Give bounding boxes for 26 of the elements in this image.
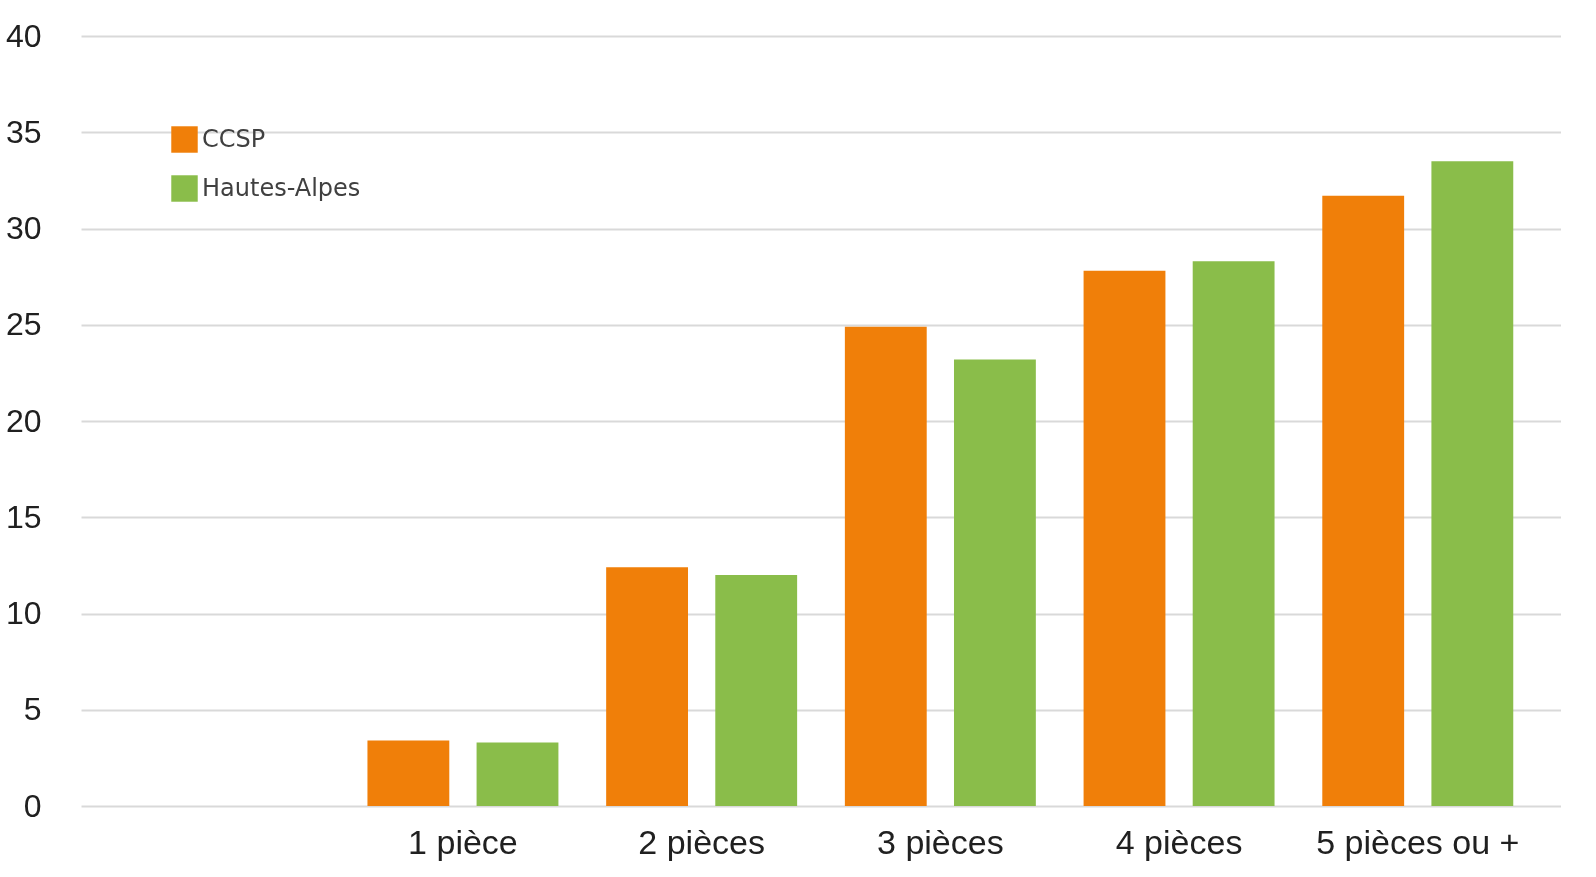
y-tick-label: 10	[5, 595, 42, 631]
x-tick-label: 2 pièces	[638, 822, 765, 861]
bar	[1431, 161, 1514, 806]
bar	[954, 359, 1036, 806]
bar	[367, 740, 450, 806]
y-tick-label: 20	[5, 402, 42, 439]
y-tick-label: 30	[5, 210, 42, 246]
y-tick-label: 25	[5, 306, 42, 343]
y-tick-label: 15	[5, 498, 42, 535]
y-tick-label: 5	[23, 691, 42, 728]
y-tick-label: 40	[5, 17, 42, 54]
bar	[1322, 195, 1405, 806]
x-tick-label: 1 pièce	[408, 822, 518, 861]
bar	[476, 742, 559, 806]
bar	[1083, 270, 1166, 806]
legend-label: Hautes-Alpes	[202, 173, 361, 202]
x-tick-label: 4 pièces	[1115, 822, 1243, 861]
y-tick-label: 0	[23, 787, 42, 824]
x-tick-label: 5 pièces ou +	[1316, 822, 1520, 861]
legend-label: CCSP	[202, 124, 266, 153]
x-tick-label: 3 pièces	[877, 822, 1004, 861]
y-tick-label: 35	[5, 113, 42, 150]
bar	[606, 567, 688, 806]
bar	[715, 575, 798, 806]
bar	[1192, 261, 1275, 806]
bar	[844, 326, 927, 806]
